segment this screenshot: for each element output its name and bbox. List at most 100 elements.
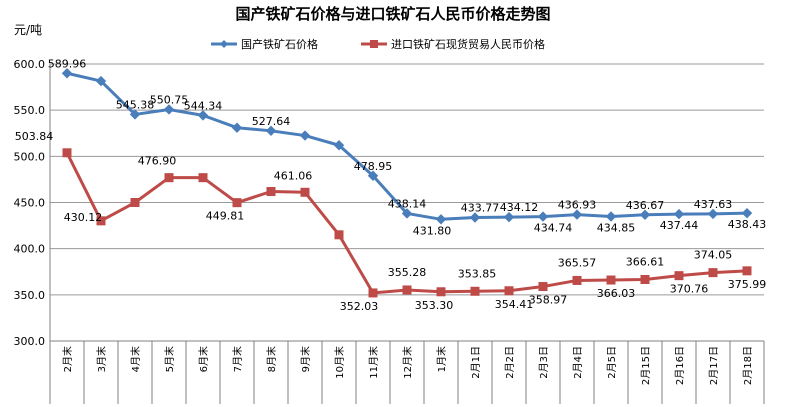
data-label: 358.97 <box>529 294 568 307</box>
x-tick-label: 1月末 <box>435 346 448 372</box>
data-label: 503.84 <box>15 130 54 143</box>
x-tick-label: 4月末 <box>129 346 142 372</box>
data-point <box>368 288 378 298</box>
y-tick-label: 400.0 <box>14 243 46 256</box>
y-tick-label: 600.0 <box>14 58 46 71</box>
x-tick-label: 6月末 <box>197 346 210 372</box>
chart-title: 国产铁矿石价格与进口铁矿石人民币价格走势图 <box>235 5 550 23</box>
data-point <box>62 148 72 158</box>
data-point <box>96 216 106 226</box>
data-label: 437.63 <box>694 198 733 211</box>
data-point <box>197 110 209 121</box>
data-label: 434.12 <box>500 201 539 214</box>
data-point <box>537 211 549 222</box>
data-label: 354.41 <box>495 298 534 311</box>
x-tick-label: 2月17日 <box>708 346 720 385</box>
data-label: 449.81 <box>206 210 245 223</box>
data-label: 430.12 <box>64 211 103 224</box>
data-point <box>741 207 753 219</box>
y-tick-label: 350.0 <box>14 289 46 302</box>
x-tick-label: 2月2日 <box>504 346 516 379</box>
data-point <box>470 286 480 296</box>
data-label: 550.75 <box>150 93 189 106</box>
data-label: 434.85 <box>597 221 636 234</box>
data-point <box>333 140 345 151</box>
data-point <box>606 275 616 285</box>
x-tick-labels: 2月末 3月末 4月末 5月末 6月末 7月末 8月末 9月末 10月末 11月末 12月末 1月末 2… <box>49 341 765 404</box>
x-tick-label: 9月末 <box>299 346 312 372</box>
data-point <box>300 187 310 197</box>
legend-label: 进口铁矿石现货贸易人民币价格 <box>391 37 545 51</box>
data-point <box>572 275 582 285</box>
x-tick-label: 2月1日 <box>470 346 482 379</box>
legend-marker <box>220 40 228 48</box>
data-label: 527.64 <box>252 115 291 128</box>
data-label: 589.96 <box>48 57 87 70</box>
data-label: 478.95 <box>354 160 393 173</box>
x-tick-label: 2月16日 <box>674 346 686 385</box>
data-label: 366.03 <box>597 287 636 300</box>
data-point <box>334 230 344 240</box>
y-tick-label: 300.0 <box>14 335 46 348</box>
data-label: 353.30 <box>415 299 454 312</box>
x-tick-label: 11月末 <box>367 346 380 379</box>
data-label: 437.44 <box>660 219 699 232</box>
x-tick-label: 3月末 <box>95 346 108 372</box>
x-tick-label: 2月15日 <box>640 346 652 385</box>
data-label: 436.67 <box>626 199 665 212</box>
data-label: 365.57 <box>558 256 597 269</box>
data-point <box>504 286 514 296</box>
data-label: 476.90 <box>138 155 177 168</box>
data-point <box>61 68 73 79</box>
series-layer <box>61 68 753 298</box>
data-point <box>95 75 107 87</box>
data-point <box>436 287 446 297</box>
data-point <box>266 187 276 197</box>
data-point <box>130 198 140 207</box>
data-point <box>538 282 548 292</box>
data-point <box>707 208 719 220</box>
data-point <box>708 268 718 278</box>
x-tick-label: 7月末 <box>231 346 244 372</box>
data-point <box>265 125 277 137</box>
data-point <box>674 271 684 281</box>
data-point <box>231 122 243 133</box>
legend: 国产铁矿石价格 进口铁矿石现货贸易人民币价格 <box>211 37 545 51</box>
data-point <box>402 285 412 295</box>
data-point <box>605 211 617 222</box>
data-label: 352.03 <box>340 300 379 313</box>
data-label: 544.34 <box>184 99 223 112</box>
y-tick-label: 450.0 <box>14 197 46 210</box>
data-point <box>232 198 242 208</box>
data-label: 366.61 <box>626 255 665 268</box>
x-tick-label: 2月18日 <box>742 346 754 385</box>
data-label: 370.76 <box>670 283 709 296</box>
data-point <box>571 209 583 220</box>
data-label: 375.99 <box>728 278 767 291</box>
data-point <box>129 109 141 120</box>
x-tick-label: 2月5日 <box>606 346 618 379</box>
data-label: 374.05 <box>694 249 733 262</box>
data-point <box>163 104 175 115</box>
legend-marker <box>370 40 378 48</box>
y-axis-label: 元/吨 <box>14 23 42 37</box>
x-tick-label: 5月末 <box>163 346 176 372</box>
data-label: 433.77 <box>461 201 500 214</box>
y-tick-label: 550.0 <box>14 104 46 117</box>
x-tick-label: 10月末 <box>333 346 346 379</box>
data-label: 438.14 <box>388 197 427 210</box>
data-point <box>639 209 651 221</box>
data-label: 545.38 <box>116 98 155 111</box>
data-label: 436.93 <box>558 199 597 212</box>
data-point <box>640 274 650 284</box>
x-tick-label: 2月3日 <box>538 346 550 379</box>
data-label: 431.80 <box>413 224 452 237</box>
data-point <box>401 208 413 219</box>
x-tick-label: 12月末 <box>401 346 414 379</box>
data-point <box>469 212 481 223</box>
data-label: 461.06 <box>274 169 313 182</box>
data-point <box>435 214 447 225</box>
data-point <box>742 266 752 276</box>
data-point <box>198 173 208 183</box>
